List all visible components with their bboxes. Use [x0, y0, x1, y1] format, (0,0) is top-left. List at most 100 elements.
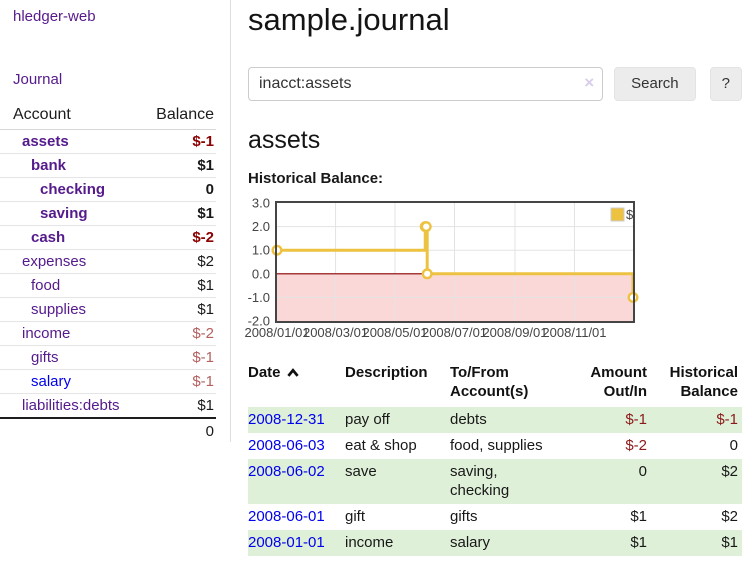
register-row: 2008-06-02 save saving, checking 0 $2 — [248, 459, 742, 505]
account-row: assets $-1 — [0, 129, 216, 154]
account-link-salary[interactable]: salary — [31, 373, 72, 390]
transaction-date-link[interactable]: 2008-06-01 — [248, 508, 325, 526]
account-link-income[interactable]: income — [22, 325, 71, 342]
historical-balance-chart: $3.0 2.0 1.0 0.0 -1.0 -2.02008/01/012008/03/0… — [244, 196, 639, 340]
account-link-saving[interactable]: saving — [40, 205, 88, 222]
account-link-supplies[interactable]: supplies — [31, 301, 87, 318]
register-row: 2008-06-03 eat & shop food, supplies $-2 0 — [248, 433, 742, 459]
transaction-accounts: food, supplies — [450, 437, 543, 455]
sort-ascending-icon — [286, 368, 299, 378]
x-axis-tick-label: 2008/11/01 — [542, 325, 606, 340]
account-link-bank[interactable]: bank — [31, 157, 67, 174]
account-balance: $1 — [143, 393, 216, 419]
transaction-amount: $-1 — [625, 411, 647, 429]
app-title-link[interactable]: hledger-web — [13, 8, 96, 25]
search-button[interactable]: Search — [614, 66, 696, 101]
help-button[interactable]: ? — [709, 66, 742, 101]
register-header-date[interactable]: Date — [248, 360, 345, 407]
account-balance: $-2 — [143, 321, 216, 346]
y-axis-tick-label: 3.0 — [252, 196, 270, 211]
y-axis-tick-label: -2.0 — [248, 314, 270, 329]
transaction-accounts: debts — [450, 411, 487, 429]
transaction-accounts: gifts — [450, 508, 478, 526]
y-axis-tick-label: 0.0 — [252, 267, 270, 282]
transaction-date-link[interactable]: 2008-06-03 — [248, 437, 325, 455]
chart-title: Historical Balance: — [248, 170, 384, 188]
register-header-date-label: Date — [248, 364, 281, 382]
legend-swatch — [610, 207, 625, 222]
accounts-body: assets $-1 bank $1 checking 0 saving $1 cash $-2 e… — [0, 129, 216, 444]
account-row: checking 0 — [0, 177, 216, 202]
account-link-cash[interactable]: cash — [31, 229, 66, 246]
account-link-assets[interactable]: assets — [22, 133, 69, 150]
account-balance: $1 — [143, 153, 216, 178]
x-axis-tick-label: 2008/05/01 — [362, 325, 427, 340]
account-heading: assets — [248, 125, 321, 154]
sidebar: hledger-web Journal Account Balance asse… — [0, 0, 231, 444]
register-body: 2008-12-31 pay off debts $-1 $-1 2008-06-03 ea… — [248, 407, 742, 557]
account-link-gifts[interactable]: gifts — [31, 349, 59, 366]
transaction-accounts: saving, checking — [450, 463, 510, 500]
page-title: sample.journal — [248, 2, 450, 37]
transaction-date-link[interactable]: 2008-01-01 — [248, 534, 325, 552]
accounts-total-balance: 0 — [143, 417, 216, 444]
account-link-liabilities-debts[interactable]: liabilities:debts — [22, 397, 120, 414]
register-header-balance: Historical Balance — [669, 364, 738, 401]
transaction-amount: $1 — [630, 534, 647, 552]
plot-border — [275, 201, 635, 324]
transaction-description: pay off — [345, 411, 390, 429]
register-header-amount: Amount Out/In — [590, 364, 647, 401]
transaction-description: save — [345, 463, 377, 481]
x-axis-tick-label: 2008/07/01 — [422, 325, 487, 340]
x-axis-tick-label: 2008/03/01 — [303, 325, 368, 340]
account-row: saving $1 — [0, 201, 216, 226]
account-balance: $2 — [143, 249, 216, 274]
accounts-total-row: 0 — [0, 417, 216, 444]
y-axis-tick-label: 2.0 — [252, 219, 270, 234]
transaction-description: income — [345, 534, 394, 552]
account-row: income $-2 — [0, 321, 216, 346]
data-point-marker — [421, 268, 433, 280]
register-row: 2008-01-01 income salary $1 $1 — [248, 530, 742, 557]
x-axis-tick-label: 2008/01/01 — [244, 325, 309, 340]
account-row: expenses $2 — [0, 249, 216, 274]
transaction-balance: $-1 — [716, 411, 738, 429]
account-balance: $-1 — [143, 369, 216, 394]
search-form: × Search ? — [248, 66, 742, 101]
account-link-expenses[interactable]: expenses — [22, 253, 87, 270]
account-row: food $1 — [0, 273, 216, 298]
search-input[interactable] — [248, 66, 604, 101]
account-balance: $1 — [143, 273, 216, 298]
account-row: liabilities:debts $1 — [0, 393, 216, 419]
account-balance: $1 — [143, 297, 216, 322]
transaction-date-link[interactable]: 2008-06-02 — [248, 463, 325, 481]
transaction-description: gift — [345, 508, 366, 526]
account-balance: $-1 — [143, 345, 216, 370]
transaction-balance: $2 — [721, 463, 738, 481]
register-table: Date Description To/From Account(s) Amou… — [248, 360, 742, 557]
account-balance: 0 — [143, 177, 216, 202]
account-row: cash $-2 — [0, 225, 216, 250]
account-link-checking[interactable]: checking — [40, 181, 106, 198]
account-link-food[interactable]: food — [31, 277, 61, 294]
transaction-amount: $-2 — [625, 437, 647, 455]
register-row: 2008-12-31 pay off debts $-1 $-1 — [248, 407, 742, 434]
accounts-table: Account Balance assets $-1 bank $1 checking 0… — [0, 104, 216, 444]
register-header-description: Description — [345, 364, 428, 382]
account-balance: $-2 — [143, 225, 216, 250]
clear-search-icon[interactable]: × — [584, 72, 595, 92]
account-balance: $-1 — [143, 129, 216, 154]
main-content: sample.journal × Search ? assets Histori… — [244, 0, 742, 557]
transaction-amount: $1 — [630, 508, 647, 526]
register-header-accounts: To/From Account(s) — [450, 364, 529, 401]
account-balance: $1 — [143, 201, 216, 226]
accounts-header-account: Account — [0, 104, 144, 130]
register-row: 2008-06-01 gift gifts $1 $2 — [248, 504, 742, 530]
transaction-accounts: salary — [450, 534, 491, 552]
transaction-date-link[interactable]: 2008-12-31 — [248, 411, 325, 429]
sidebar-item-journal[interactable]: Journal — [13, 71, 63, 88]
x-axis-tick-label: 2008/09/01 — [482, 325, 547, 340]
legend-label: $ — [626, 207, 634, 222]
account-row: salary $-1 — [0, 369, 216, 394]
register-header-row: Date Description To/From Account(s) Amou… — [248, 360, 742, 407]
